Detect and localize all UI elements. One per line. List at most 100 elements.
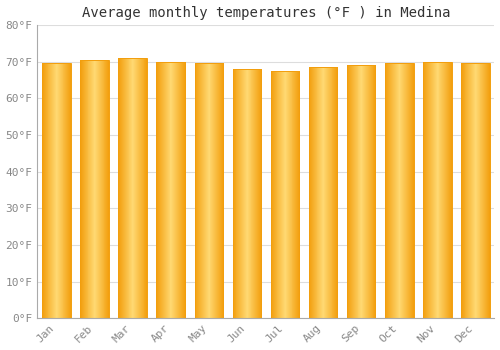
- Bar: [137, 58, 138, 318]
- Bar: [312, 67, 313, 318]
- Bar: [42, 63, 70, 318]
- Bar: [464, 63, 465, 318]
- Bar: [215, 63, 216, 318]
- Bar: [162, 62, 163, 318]
- Bar: [489, 63, 490, 318]
- Bar: [327, 67, 328, 318]
- Bar: [435, 62, 436, 318]
- Bar: [428, 62, 429, 318]
- Bar: [363, 65, 364, 318]
- Bar: [223, 63, 224, 318]
- Bar: [184, 62, 185, 318]
- Bar: [63, 63, 64, 318]
- Bar: [485, 63, 486, 318]
- Bar: [324, 67, 325, 318]
- Bar: [163, 62, 164, 318]
- Bar: [243, 69, 244, 318]
- Bar: [66, 63, 67, 318]
- Bar: [283, 71, 284, 318]
- Bar: [488, 63, 489, 318]
- Bar: [477, 63, 478, 318]
- Bar: [287, 71, 288, 318]
- Bar: [175, 62, 176, 318]
- Title: Average monthly temperatures (°F ) in Medina: Average monthly temperatures (°F ) in Me…: [82, 6, 450, 20]
- Bar: [258, 69, 259, 318]
- Bar: [451, 62, 452, 318]
- Bar: [442, 62, 443, 318]
- Bar: [252, 69, 253, 318]
- Bar: [245, 69, 246, 318]
- Bar: [320, 67, 321, 318]
- Bar: [373, 65, 374, 318]
- Bar: [103, 60, 104, 318]
- Bar: [366, 65, 367, 318]
- Bar: [321, 67, 322, 318]
- Bar: [474, 63, 475, 318]
- Bar: [450, 62, 451, 318]
- Bar: [196, 63, 197, 318]
- Bar: [480, 63, 481, 318]
- Bar: [413, 63, 414, 318]
- Bar: [55, 63, 56, 318]
- Bar: [157, 62, 158, 318]
- Bar: [298, 71, 299, 318]
- Bar: [108, 60, 109, 318]
- Bar: [91, 60, 92, 318]
- Bar: [131, 58, 132, 318]
- Bar: [201, 63, 202, 318]
- Bar: [53, 63, 54, 318]
- Bar: [172, 62, 173, 318]
- Bar: [89, 60, 90, 318]
- Bar: [92, 60, 93, 318]
- Bar: [134, 58, 135, 318]
- Bar: [255, 69, 256, 318]
- Bar: [448, 62, 449, 318]
- Bar: [135, 58, 136, 318]
- Bar: [211, 63, 212, 318]
- Bar: [57, 63, 58, 318]
- Bar: [105, 60, 106, 318]
- Bar: [481, 63, 482, 318]
- Bar: [194, 63, 223, 318]
- Bar: [60, 63, 61, 318]
- Bar: [293, 71, 294, 318]
- Bar: [291, 71, 292, 318]
- Bar: [478, 63, 479, 318]
- Bar: [144, 58, 145, 318]
- Bar: [58, 63, 59, 318]
- Bar: [374, 65, 375, 318]
- Bar: [106, 60, 107, 318]
- Bar: [309, 67, 338, 318]
- Bar: [314, 67, 315, 318]
- Bar: [398, 63, 399, 318]
- Bar: [241, 69, 242, 318]
- Bar: [166, 62, 167, 318]
- Bar: [334, 67, 335, 318]
- Bar: [170, 62, 171, 318]
- Bar: [310, 67, 311, 318]
- Bar: [248, 69, 249, 318]
- Bar: [167, 62, 168, 318]
- Bar: [123, 58, 124, 318]
- Bar: [444, 62, 445, 318]
- Bar: [476, 63, 477, 318]
- Bar: [221, 63, 222, 318]
- Bar: [447, 62, 448, 318]
- Bar: [449, 62, 450, 318]
- Bar: [95, 60, 96, 318]
- Bar: [328, 67, 329, 318]
- Bar: [177, 62, 178, 318]
- Bar: [164, 62, 165, 318]
- Bar: [426, 62, 427, 318]
- Bar: [194, 63, 195, 318]
- Bar: [441, 62, 442, 318]
- Bar: [391, 63, 392, 318]
- Bar: [86, 60, 87, 318]
- Bar: [147, 58, 148, 318]
- Bar: [181, 62, 182, 318]
- Bar: [254, 69, 255, 318]
- Bar: [473, 63, 474, 318]
- Bar: [179, 62, 180, 318]
- Bar: [45, 63, 46, 318]
- Bar: [440, 62, 441, 318]
